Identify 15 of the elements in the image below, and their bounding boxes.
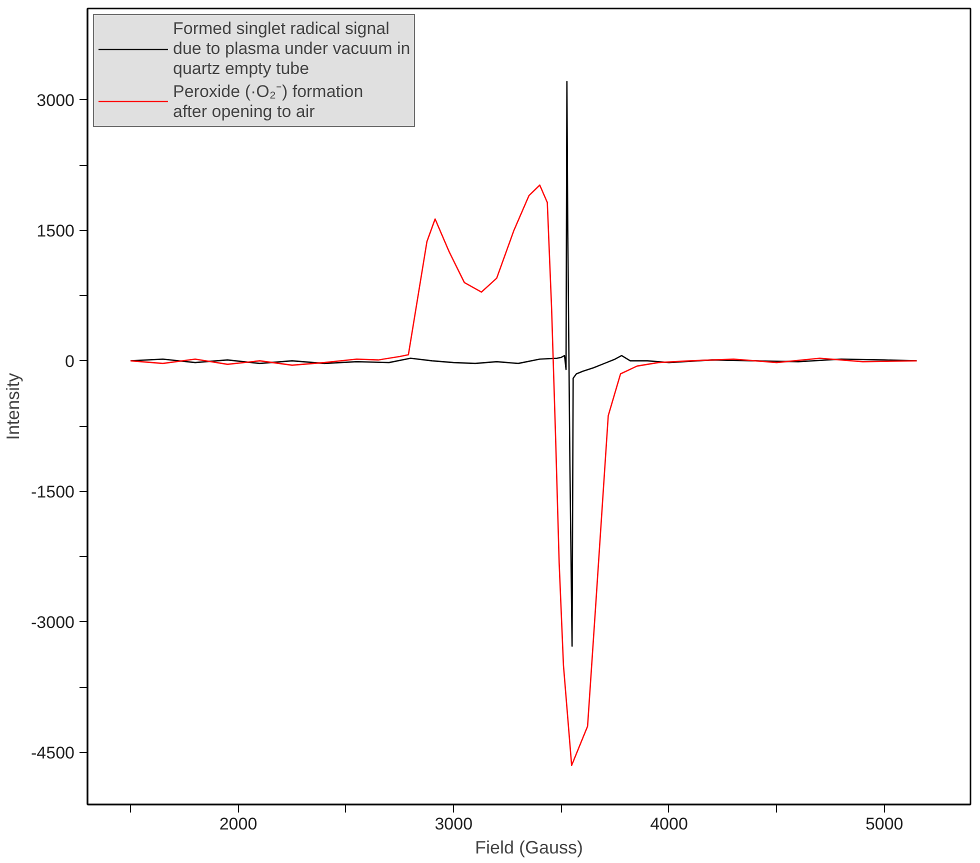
y-tick-label: 1500 <box>36 221 75 240</box>
x-tick-label: 5000 <box>865 814 904 834</box>
y-tick-label: 3000 <box>36 90 75 110</box>
x-axis-title: Field (Gauss) <box>474 838 584 858</box>
x-tick-label: 2000 <box>219 814 258 834</box>
legend-label: Peroxide (·O₂⁻) formation after opening to air <box>173 81 364 122</box>
y-tick-label: -4500 <box>31 743 75 762</box>
x-tick-label: 3000 <box>434 814 473 834</box>
y-tick-label: 0 <box>65 352 75 371</box>
y-axis-title: Intensity <box>3 372 24 440</box>
y-tick-label: -1500 <box>31 482 75 502</box>
line-series <box>130 184 918 766</box>
x-tick-label: 4000 <box>650 814 688 834</box>
y-tick-label: -3000 <box>31 612 75 632</box>
legend-label: Formed singlet radical signal due to plasma under vacuum in quartz empty tube <box>173 19 410 79</box>
